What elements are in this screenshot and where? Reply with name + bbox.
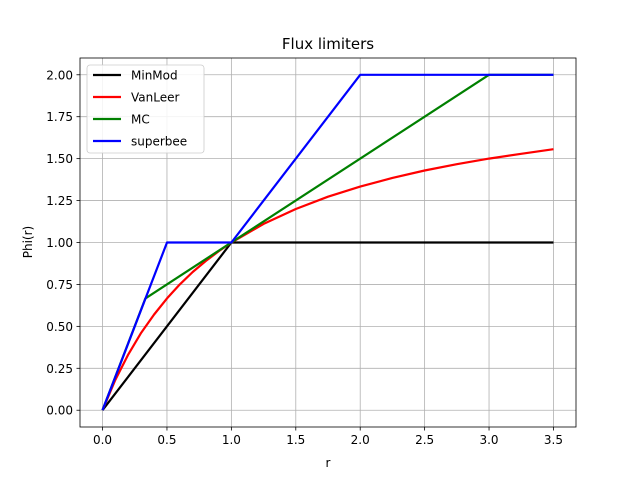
y-tick-label: 0.75 bbox=[46, 278, 73, 292]
y-tick-label: 1.50 bbox=[46, 152, 73, 166]
x-axis-label: r bbox=[326, 456, 331, 470]
x-tick-label: 3.0 bbox=[479, 433, 498, 447]
legend-box bbox=[86, 64, 205, 154]
x-tick-label: 1.0 bbox=[222, 433, 241, 447]
legend: MinMod VanLeer MC superbee bbox=[86, 64, 205, 154]
legend-label-mc: MC bbox=[131, 113, 150, 127]
legend-label-minmod: MinMod bbox=[131, 69, 178, 83]
y-tick-label: 2.00 bbox=[46, 68, 73, 82]
y-tick-label: 0.00 bbox=[46, 404, 73, 418]
legend-label-superbee: superbee bbox=[131, 135, 187, 149]
y-tick-label: 1.00 bbox=[46, 236, 73, 250]
grid-lines bbox=[80, 58, 576, 427]
y-tick-label: 1.25 bbox=[46, 194, 73, 208]
series-line-superbee bbox=[101, 73, 554, 411]
x-tick-label: 0.5 bbox=[157, 433, 176, 447]
x-tick-label: 2.0 bbox=[351, 433, 370, 447]
y-axis-label: Phi(r) bbox=[21, 226, 35, 258]
y-tick-label: 1.75 bbox=[46, 110, 73, 124]
x-tick-label: 3.5 bbox=[544, 433, 563, 447]
chart-title: Flux limiters bbox=[282, 35, 374, 53]
axis-ticks: 0.0 0.5 1.0 1.5 2.0 2.5 3.0 3.5 0.00 0.25 0.50 0.75… bbox=[46, 68, 563, 447]
series-layer bbox=[101, 73, 554, 411]
y-tick-label: 0.25 bbox=[46, 362, 73, 376]
x-tick-label: 1.5 bbox=[286, 433, 305, 447]
x-tick-label: 2.5 bbox=[415, 433, 434, 447]
x-tick-label: 0.0 bbox=[93, 433, 112, 447]
y-tick-label: 0.50 bbox=[46, 320, 73, 334]
legend-label-vanleer: VanLeer bbox=[131, 91, 179, 105]
